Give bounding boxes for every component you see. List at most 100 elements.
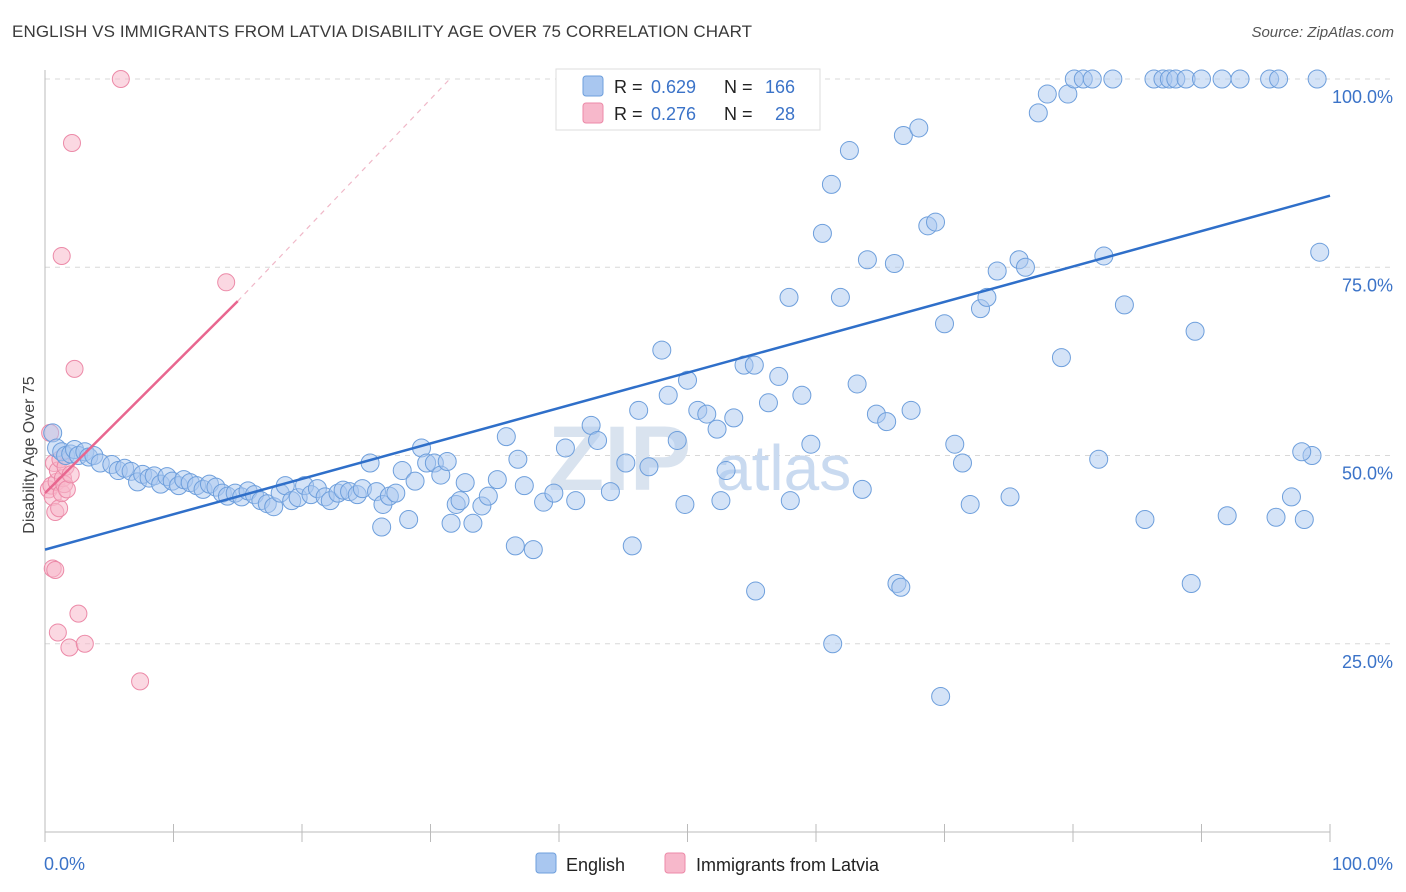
english-point [1292, 442, 1312, 462]
latvia-swatch [582, 102, 604, 124]
english-point [830, 287, 850, 307]
latvia-point [69, 604, 88, 623]
legend-english-label: English [566, 855, 625, 875]
chart-title: ENGLISH VS IMMIGRANTS FROM LATVIA DISABI… [12, 22, 753, 41]
english-point [399, 510, 419, 530]
latvia-point [50, 499, 69, 518]
english-point [1089, 449, 1109, 469]
english-r-value: 0.629 [651, 77, 696, 97]
latvia-series [39, 70, 236, 691]
english-point [555, 438, 575, 458]
english-point [852, 479, 872, 499]
english-point [652, 340, 672, 360]
english-point [478, 486, 498, 506]
english-point [1192, 69, 1211, 89]
english-point [1266, 507, 1286, 527]
english-point [812, 223, 832, 243]
english-point [780, 491, 800, 511]
english-point [792, 385, 812, 405]
english-point [847, 374, 867, 394]
y-tick-label: 75.0% [1342, 275, 1393, 295]
english-point [1307, 69, 1327, 89]
y-axis-title: Disability Age Over 75 [21, 376, 38, 534]
english-point [1037, 84, 1057, 104]
latvia-r-value: 0.276 [651, 104, 696, 124]
english-point [1082, 69, 1102, 89]
english-point [935, 314, 954, 334]
english-point [1015, 257, 1035, 277]
latvia-point [52, 246, 71, 265]
english-point [931, 686, 951, 706]
latvia-trend-extension [237, 78, 451, 302]
english-point [487, 470, 507, 490]
english-point [441, 513, 461, 533]
latvia-point [46, 560, 65, 579]
english-point [891, 577, 911, 597]
bottom-legend: English Immigrants from Latvia [535, 852, 880, 875]
latvia-r-label: R = [614, 104, 643, 124]
x-tick-label-max: 100.0% [1332, 854, 1393, 874]
english-point [1294, 510, 1314, 530]
english-point [386, 483, 406, 503]
chart-source: Source: ZipAtlas.com [1251, 24, 1394, 41]
english-point [463, 513, 483, 533]
y-tick-label: 25.0% [1342, 652, 1393, 672]
english-point [877, 412, 897, 432]
english-point [1281, 487, 1301, 507]
english-point [544, 483, 564, 503]
english-point [405, 471, 425, 491]
english-point [372, 517, 392, 537]
english-point [758, 393, 778, 413]
english-point [1028, 103, 1048, 123]
x-ticks [44, 824, 1331, 842]
english-n-label: N = [724, 77, 753, 97]
english-point [909, 118, 929, 138]
english-point [945, 434, 965, 454]
latvia-point [48, 623, 67, 642]
latvia-point [65, 359, 84, 378]
english-point [1051, 348, 1071, 368]
x-tick-label-min: 0.0% [44, 854, 85, 874]
english-point [639, 457, 659, 477]
stats-legend: R = 0.629 N = 166 R = 0.276 N = 28 [555, 68, 821, 131]
english-point [1310, 242, 1330, 262]
english-point [508, 449, 528, 469]
english-point [839, 141, 859, 161]
english-trend-line [44, 194, 1331, 551]
english-point [901, 400, 921, 420]
english-point [977, 287, 997, 307]
english-point [711, 491, 731, 511]
english-point [769, 366, 789, 386]
english-point [1114, 295, 1134, 315]
english-point [629, 400, 649, 420]
latvia-point [62, 134, 81, 153]
english-series [43, 69, 1330, 706]
english-point [675, 494, 695, 514]
legend-latvia-label: Immigrants from Latvia [696, 855, 880, 875]
english-point [600, 482, 620, 502]
english-point [496, 427, 516, 447]
english-point [1212, 69, 1232, 89]
english-n-value: 166 [765, 77, 795, 97]
watermark-atlas: atlas [716, 432, 851, 504]
latvia-point [57, 480, 76, 499]
english-swatch [582, 75, 604, 97]
legend-english-swatch [535, 852, 557, 874]
english-point [1230, 69, 1250, 89]
english-point [987, 261, 1007, 281]
english-point [707, 419, 727, 439]
english-point [821, 174, 841, 194]
english-point [697, 404, 717, 424]
english-point [746, 581, 766, 601]
english-r-label: R = [614, 77, 643, 97]
english-point [724, 408, 744, 428]
english-point [455, 473, 475, 493]
english-point [437, 452, 457, 472]
english-point [884, 253, 904, 273]
latvia-point [111, 70, 130, 88]
english-point [678, 370, 697, 390]
english-point [1135, 510, 1155, 530]
english-point [658, 385, 678, 405]
latvia-point [131, 672, 150, 691]
